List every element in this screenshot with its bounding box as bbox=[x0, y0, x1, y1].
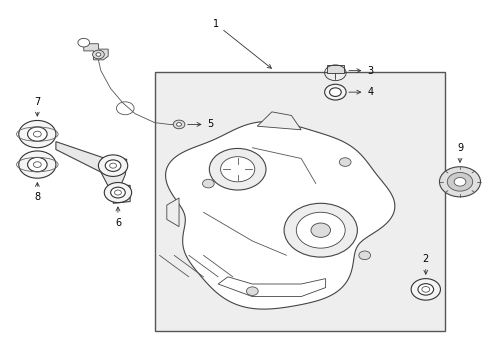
Circle shape bbox=[411, 279, 441, 300]
Circle shape bbox=[422, 287, 430, 292]
Circle shape bbox=[246, 287, 258, 296]
Text: 2: 2 bbox=[423, 254, 429, 274]
Circle shape bbox=[98, 155, 128, 176]
Polygon shape bbox=[166, 121, 395, 309]
Circle shape bbox=[96, 53, 101, 56]
Circle shape bbox=[33, 162, 41, 167]
Bar bbox=[155, 72, 445, 330]
Circle shape bbox=[27, 127, 47, 141]
Circle shape bbox=[104, 183, 132, 203]
Circle shape bbox=[19, 151, 56, 178]
Circle shape bbox=[93, 50, 104, 59]
Text: 4: 4 bbox=[349, 87, 373, 97]
Circle shape bbox=[330, 88, 341, 96]
Circle shape bbox=[105, 160, 121, 171]
Text: 6: 6 bbox=[115, 207, 121, 228]
Polygon shape bbox=[218, 277, 326, 297]
Circle shape bbox=[220, 157, 255, 182]
Text: 9: 9 bbox=[457, 143, 463, 162]
Text: 1: 1 bbox=[213, 19, 271, 68]
Polygon shape bbox=[84, 44, 108, 60]
Circle shape bbox=[454, 177, 466, 186]
Polygon shape bbox=[56, 141, 130, 203]
Polygon shape bbox=[167, 198, 179, 226]
Text: 5: 5 bbox=[188, 120, 214, 129]
Circle shape bbox=[325, 84, 346, 100]
Circle shape bbox=[111, 187, 125, 198]
Circle shape bbox=[418, 284, 434, 295]
Circle shape bbox=[115, 190, 122, 195]
Circle shape bbox=[311, 223, 331, 237]
Circle shape bbox=[33, 131, 41, 137]
Circle shape bbox=[447, 172, 473, 191]
Circle shape bbox=[27, 157, 47, 172]
Circle shape bbox=[339, 158, 351, 166]
Circle shape bbox=[202, 179, 214, 188]
Circle shape bbox=[284, 203, 357, 257]
Text: 8: 8 bbox=[34, 183, 40, 202]
Circle shape bbox=[19, 121, 56, 148]
Circle shape bbox=[359, 251, 370, 260]
Circle shape bbox=[440, 167, 481, 197]
Text: 3: 3 bbox=[349, 66, 373, 76]
Polygon shape bbox=[257, 112, 301, 130]
Circle shape bbox=[209, 148, 266, 190]
Circle shape bbox=[78, 39, 90, 47]
Circle shape bbox=[296, 212, 345, 248]
Circle shape bbox=[173, 120, 185, 129]
Circle shape bbox=[176, 123, 181, 126]
Circle shape bbox=[110, 163, 117, 168]
Bar bbox=[327, 65, 344, 73]
Text: 7: 7 bbox=[34, 97, 41, 116]
